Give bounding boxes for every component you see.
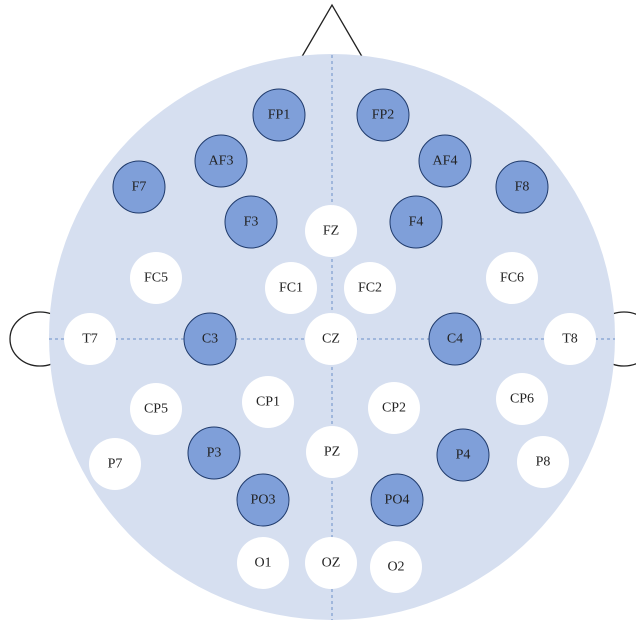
active-electrode	[224, 195, 278, 249]
nose	[299, 3, 365, 61]
electrode-label: FP1	[268, 108, 291, 123]
electrode-label: OZ	[322, 556, 341, 571]
active-electrode	[389, 195, 443, 249]
electrode	[237, 537, 289, 589]
electrode-label: FC1	[279, 281, 303, 296]
electrode	[370, 541, 422, 593]
electrode-label: F8	[515, 180, 530, 195]
electrode-label: F3	[244, 215, 259, 230]
active-electrode	[252, 88, 306, 142]
electrode-label: CP6	[510, 392, 534, 407]
electrode-label: FP2	[372, 108, 395, 123]
electrode	[306, 426, 358, 478]
electrode-label: T7	[82, 332, 98, 347]
electrode	[305, 313, 357, 365]
electrode-label: AF3	[209, 154, 234, 169]
electrode-label: F4	[409, 215, 424, 230]
electrode	[344, 262, 396, 314]
electrode-label: PZ	[324, 445, 340, 460]
electrode	[496, 373, 548, 425]
active-electrode	[495, 160, 549, 214]
electrode-label: P3	[207, 446, 222, 461]
electrode-label: T8	[562, 332, 578, 347]
electrode	[89, 438, 141, 490]
electrode-label: O2	[387, 560, 404, 575]
electrode-label: F7	[132, 180, 147, 195]
electrode-label: CP1	[256, 395, 280, 410]
electrode-label: CZ	[322, 332, 340, 347]
electrode-label: O1	[254, 556, 271, 571]
electrodes: FP1 FP2 AF3 AF4 F7 F8 F3 FZ F4 FC5 FC1 FC2 FC6 T7 C3 CZ…	[64, 88, 596, 593]
electrode	[64, 313, 116, 365]
electrode-label: P8	[536, 455, 551, 470]
electrode	[130, 252, 182, 304]
active-electrode	[370, 473, 424, 527]
electrode-label: PO3	[251, 493, 276, 508]
electrode-label: CP5	[144, 402, 168, 417]
electrode-label: FZ	[323, 224, 339, 239]
active-electrode	[112, 160, 166, 214]
active-electrode	[428, 312, 482, 366]
active-electrode	[194, 134, 248, 188]
electrode	[265, 262, 317, 314]
electrode-label: C4	[447, 332, 463, 347]
electrode	[486, 252, 538, 304]
electrode	[517, 436, 569, 488]
active-electrode	[356, 88, 410, 142]
electrode-label: FC2	[358, 281, 382, 296]
electrode	[130, 383, 182, 435]
electrode	[368, 382, 420, 434]
active-electrode	[418, 134, 472, 188]
electrode	[242, 376, 294, 428]
active-electrode	[183, 312, 237, 366]
electrode-label: C3	[202, 332, 218, 347]
electrode-label: CP2	[382, 401, 406, 416]
electrode-label: PO4	[385, 493, 410, 508]
electrode-label: P7	[108, 457, 123, 472]
active-electrode	[436, 428, 490, 482]
electrode-label: FC5	[144, 271, 168, 286]
electrode	[305, 537, 357, 589]
active-electrode	[236, 473, 290, 527]
active-electrode	[187, 426, 241, 480]
electrode	[544, 313, 596, 365]
electrode-label: P4	[456, 448, 471, 463]
electrode-label: AF4	[433, 154, 458, 169]
electrode	[305, 205, 357, 257]
electrode-label: FC6	[500, 271, 524, 286]
